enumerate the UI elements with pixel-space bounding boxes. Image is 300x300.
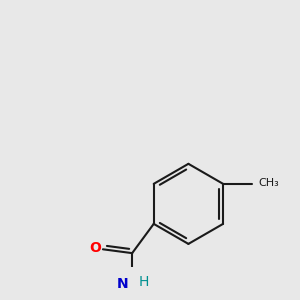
Text: H: H bbox=[139, 274, 149, 289]
Text: N: N bbox=[117, 277, 129, 291]
Text: O: O bbox=[89, 241, 101, 255]
Text: CH₃: CH₃ bbox=[259, 178, 279, 188]
